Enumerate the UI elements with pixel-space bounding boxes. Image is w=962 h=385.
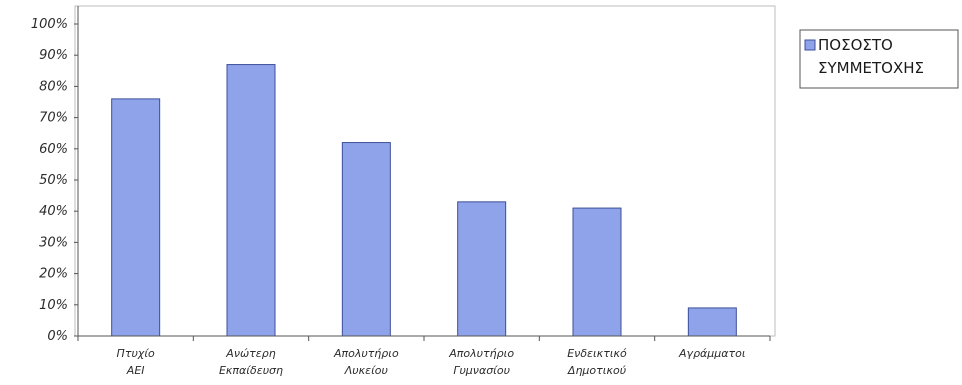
x-axis-labels: Πτυχίο ΑΕΙ Ανώτερη Εκπαίδευση Απολυτήριο Λυκε… (117, 347, 746, 377)
y-axis-ticks: 0% 10% 20% 30% 40% 50% 60% 70% 80% 90% 100% (31, 17, 78, 344)
y-tick-label: 70% (39, 111, 68, 126)
bar (687, 307, 737, 337)
x-tick-label: Πτυχίο ΑΕΙ (117, 347, 155, 377)
y-tick-label: 10% (39, 298, 68, 313)
bar (341, 142, 391, 337)
legend-swatch (804, 39, 816, 51)
legend: ΠΟΣΟΣΤΟ ΣΥΜΜΕΤΟΧΗΣ (799, 29, 959, 89)
x-tick-label: Απολυτήριο Λυκείου (333, 347, 399, 377)
legend-box (799, 29, 959, 89)
y-tick-label: 60% (39, 142, 68, 157)
y-tick-label: 90% (39, 48, 68, 63)
y-tick-label: 50% (39, 173, 68, 188)
bars (111, 64, 737, 337)
bar (572, 207, 622, 337)
bar (111, 98, 161, 337)
bar (226, 64, 276, 337)
x-tick-label: Απολυτήριο Γυμνασίου (448, 347, 514, 377)
y-tick-label: 0% (47, 329, 68, 344)
legend-label-line-2: ΣΥΜΜΕΤΟΧΗΣ (818, 59, 924, 77)
plot-border (74, 5, 776, 337)
y-tick-label: 80% (39, 79, 68, 94)
y-tick-label: 30% (39, 235, 68, 250)
x-axis-ticks (77, 336, 771, 341)
bar (457, 201, 507, 337)
x-tick-label: Ενδεικτικό Δημοτικού (567, 347, 627, 377)
y-tick-label: 20% (39, 267, 68, 282)
x-tick-label: Αγράμματοι (678, 347, 746, 360)
y-tick-label: 40% (39, 204, 68, 219)
y-tick-label: 100% (31, 17, 68, 32)
x-tick-label: Ανώτερη Εκπαίδευση (219, 347, 283, 377)
legend-label-line-1: ΠΟΣΟΣΤΟ (818, 36, 893, 54)
